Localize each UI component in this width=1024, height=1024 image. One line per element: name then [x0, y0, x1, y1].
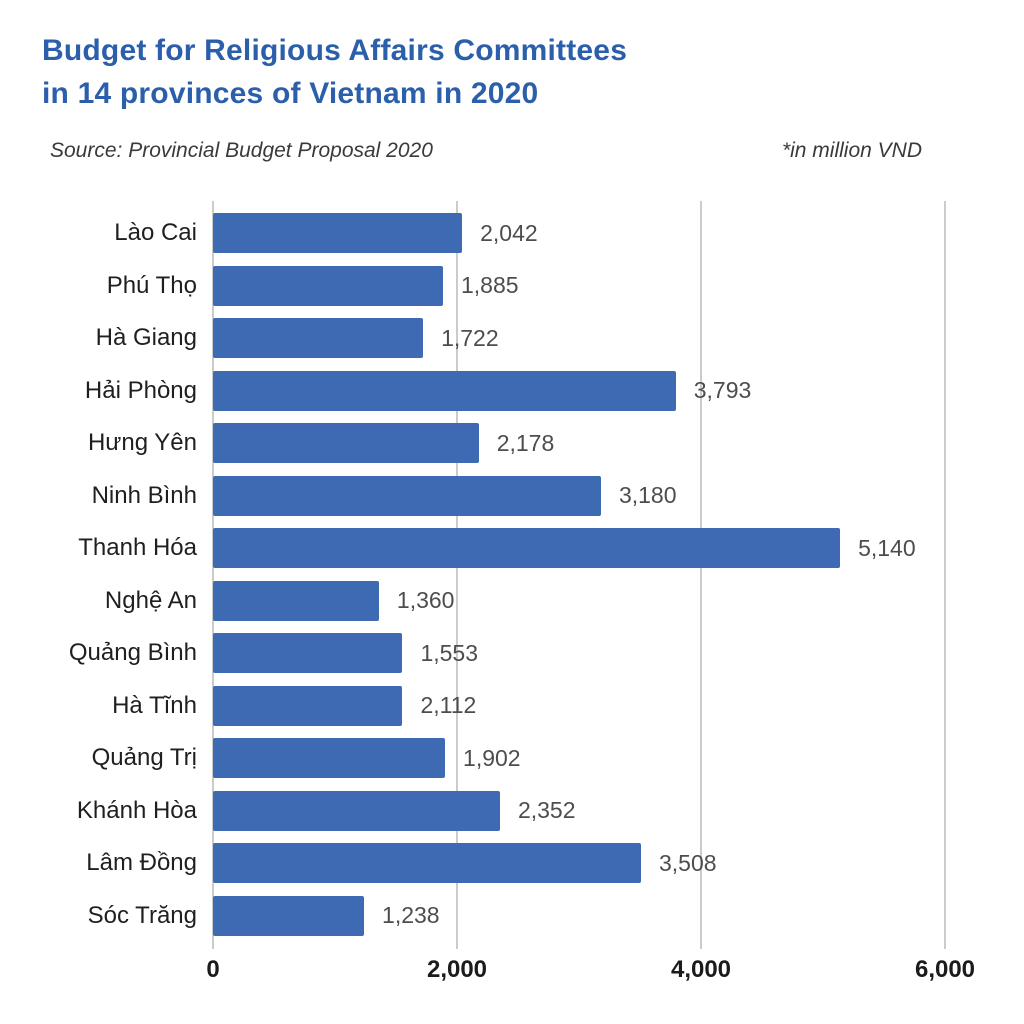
x-tick-label: 6,000	[914, 956, 976, 984]
bar-track: 2,352	[213, 790, 945, 831]
bar	[213, 895, 365, 936]
value-label: 1,360	[396, 587, 455, 614]
category-label: Hải Phòng	[84, 376, 197, 404]
bar-track: 1,902	[213, 738, 945, 779]
category-label: Lào Cai	[114, 219, 197, 247]
page-title-line1: Budget for Religious Affairs Committees	[42, 34, 628, 67]
source-row: Source: Provincial Budget Proposal 2020 …	[50, 139, 922, 163]
bar-track: 2,178	[213, 423, 945, 464]
bar	[213, 790, 500, 831]
bar-track: 3,793	[213, 370, 945, 411]
value-label: 1,902	[463, 744, 521, 771]
bar	[213, 475, 601, 516]
value-label: 1,238	[382, 902, 440, 929]
bar-track: 3,180	[213, 475, 945, 516]
source-note: Source: Provincial Budget Proposal 2020	[50, 139, 433, 163]
bar	[213, 423, 479, 464]
bar-row: Hà Tĩnh 2,112	[42, 680, 1002, 733]
value-label: 1,553	[420, 639, 479, 666]
category-label: Thanh Hóa	[78, 534, 197, 562]
value-label: 2,042	[480, 219, 538, 246]
category-label: Khánh Hòa	[76, 796, 197, 824]
category-label: Phú Thọ	[106, 271, 197, 299]
page-title: Budget for Religious Affairs Committees …	[42, 30, 1024, 115]
bar-row: Lâm Đồng 3,508	[42, 837, 1002, 890]
bar	[213, 370, 676, 411]
gridline	[456, 201, 458, 950]
bar-track: 1,722	[213, 318, 945, 359]
bar-row: Khánh Hòa 2,352	[42, 785, 1002, 838]
bar	[213, 580, 379, 621]
bar-track: 1,553	[213, 633, 945, 674]
category-label: Sóc Trăng	[87, 901, 197, 929]
x-tick-label: 0	[206, 956, 220, 984]
bar-row: Hà Giang 1,722	[42, 312, 1002, 365]
value-label: 2,352	[517, 797, 576, 824]
x-axis: 0 2,000 4,000 6,000	[206, 956, 975, 992]
value-label: 2,178	[496, 429, 555, 456]
category-label: Quảng Trị	[91, 744, 197, 772]
value-label: 3,508	[658, 849, 717, 876]
bar	[213, 685, 403, 726]
gridline	[212, 201, 214, 950]
bar-row: Ninh Bình 3,180	[42, 470, 1002, 523]
bar-row: Hưng Yên 2,178	[42, 417, 1002, 470]
bar-track: 1,360	[213, 580, 945, 621]
value-label: 3,793	[693, 377, 752, 404]
bar-track: 2,112	[213, 685, 945, 726]
bar-row: Sóc Trăng 1,238	[42, 890, 1002, 943]
bar	[213, 738, 446, 779]
bar-track: 1,885	[213, 265, 945, 306]
value-label: 1,885	[460, 272, 519, 299]
bar-rows: Lào Cai 2,042 Phú Thọ 1,885 Hà Giang 1,722 Hải…	[42, 207, 1002, 942]
bar	[213, 265, 443, 306]
bar-chart: Lào Cai 2,042 Phú Thọ 1,885 Hà Giang 1,722 Hải…	[42, 201, 1002, 992]
value-label: 2,112	[420, 692, 477, 719]
x-tick-label: 4,000	[670, 956, 732, 984]
bar	[213, 843, 641, 884]
bar-track: 5,140	[213, 528, 945, 569]
x-tick-label: 2,000	[426, 956, 488, 984]
category-label: Ninh Bình	[91, 481, 197, 509]
bar-row: Quảng Bình 1,553	[42, 627, 1002, 680]
gridline	[944, 201, 946, 950]
bar-row: Thanh Hóa 5,140	[42, 522, 1002, 575]
category-label: Quảng Bình	[68, 639, 197, 667]
bar-row: Hải Phòng 3,793	[42, 365, 1002, 418]
bar	[213, 318, 424, 359]
bar-row: Phú Thọ 1,885	[42, 260, 1002, 313]
bar-track: 2,042	[213, 213, 945, 254]
unit-note: *in million VND	[781, 139, 922, 163]
bar-row: Lào Cai 2,042	[42, 207, 1002, 260]
bar-row: Quảng Trị 1,902	[42, 732, 1002, 785]
gridlines	[212, 201, 946, 950]
category-label: Hà Tĩnh	[112, 691, 197, 719]
bar-row: Nghệ An 1,360	[42, 575, 1002, 628]
category-label: Hưng Yên	[87, 429, 197, 457]
bar-track: 1,238	[213, 895, 945, 936]
bar	[213, 633, 403, 674]
gridline	[700, 201, 702, 950]
bar-track: 3,508	[213, 843, 945, 884]
value-label: 3,180	[618, 482, 677, 509]
category-label: Nghệ An	[104, 586, 197, 614]
category-label: Lâm Đồng	[86, 849, 197, 877]
value-label: 5,140	[858, 534, 916, 561]
bar	[213, 528, 841, 569]
category-label: Hà Giang	[95, 324, 197, 352]
value-label: 1,722	[441, 324, 499, 351]
page-title-line2: in 14 provinces of Vietnam in 2020	[42, 76, 539, 110]
bar	[213, 213, 463, 254]
